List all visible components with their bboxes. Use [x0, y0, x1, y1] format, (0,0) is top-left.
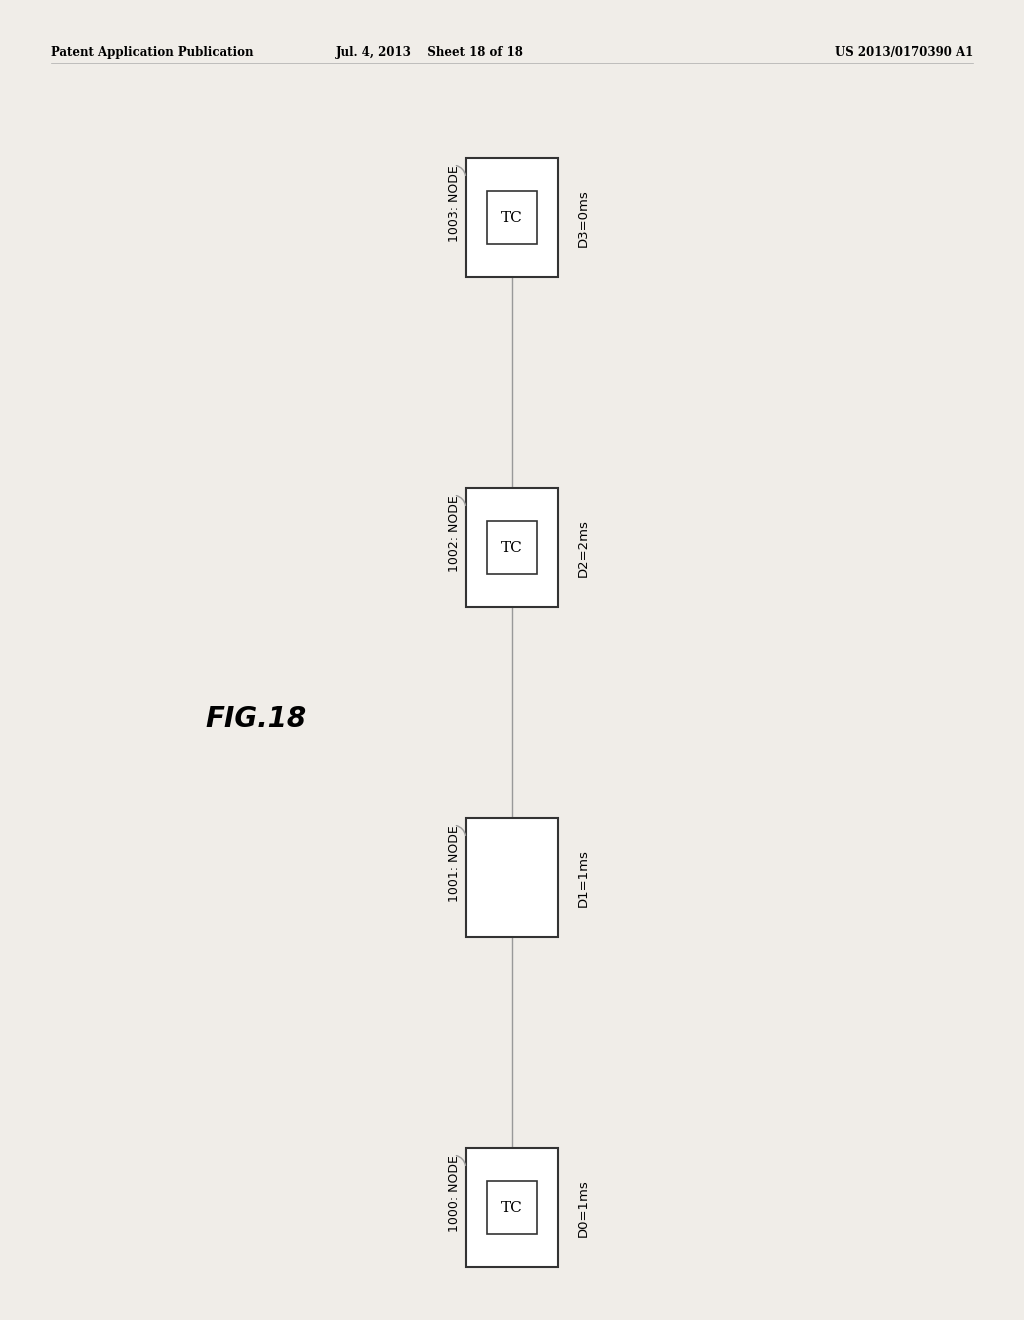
Text: 1003: NODE: 1003: NODE: [447, 165, 461, 242]
Text: 1001: NODE: 1001: NODE: [447, 825, 461, 902]
Text: Patent Application Publication: Patent Application Publication: [51, 46, 254, 59]
Bar: [466, 1148, 558, 1267]
Text: D3=0ms: D3=0ms: [577, 189, 590, 247]
Bar: [487, 1181, 537, 1234]
Bar: [466, 158, 558, 277]
Bar: [466, 488, 558, 607]
Bar: [466, 818, 558, 937]
Text: 1002: NODE: 1002: NODE: [447, 495, 461, 572]
Text: TC: TC: [501, 1201, 523, 1214]
Text: FIG.18: FIG.18: [206, 705, 306, 734]
Bar: [487, 521, 537, 574]
Text: 1000: NODE: 1000: NODE: [447, 1155, 461, 1232]
Text: Jul. 4, 2013    Sheet 18 of 18: Jul. 4, 2013 Sheet 18 of 18: [336, 46, 524, 59]
Text: US 2013/0170390 A1: US 2013/0170390 A1: [835, 46, 973, 59]
Bar: [487, 191, 537, 244]
Text: D0=1ms: D0=1ms: [577, 1179, 590, 1237]
Text: D2=2ms: D2=2ms: [577, 519, 590, 577]
Text: TC: TC: [501, 211, 523, 224]
Text: TC: TC: [501, 541, 523, 554]
Text: D1=1ms: D1=1ms: [577, 849, 590, 907]
